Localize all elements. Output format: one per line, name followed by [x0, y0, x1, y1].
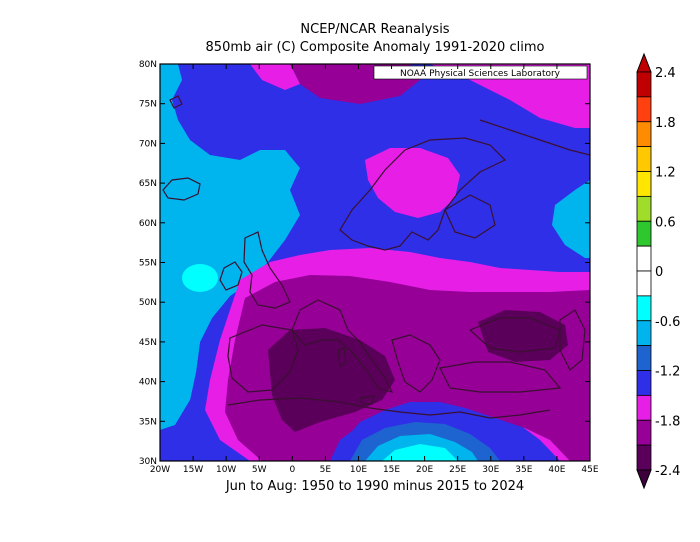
- colorbar-label: 2.4: [655, 66, 676, 81]
- lon-tick-label: 40E: [548, 465, 565, 475]
- lon-tick-label: 0: [289, 465, 295, 475]
- lon-tick-label: 20W: [150, 465, 170, 475]
- period-caption: Jun to Aug: 1950 to 1990 minus 2015 to 2…: [225, 479, 525, 494]
- lat-tick-label: 60N: [139, 219, 157, 229]
- lat-tick-label: 40N: [139, 378, 157, 388]
- colorbar-label: -1.2: [655, 365, 680, 380]
- credit-label: NOAA Physical Sciences Laboratory: [400, 69, 561, 79]
- chart-subtitle: 850mb air (C) Composite Anomaly 1991-202…: [205, 40, 545, 55]
- colorbar-label: 1.2: [655, 166, 676, 181]
- colorbar-segment: [636, 295, 652, 322]
- colorbar-segment: [636, 146, 652, 172]
- colorbar-segment: [636, 171, 652, 197]
- colorbar-segment: [636, 320, 652, 347]
- chart-title: NCEP/NCAR Reanalysis: [300, 22, 450, 37]
- lon-tick-label: 25E: [449, 465, 466, 475]
- colorbar-label: -0.6: [655, 315, 680, 330]
- colorbar-min-arrow: [636, 469, 652, 490]
- colorbar-segment: [636, 96, 652, 123]
- lat-tick-label: 65N: [139, 179, 157, 189]
- lat-tick-label: 45N: [139, 338, 157, 348]
- colorbar-segment: [636, 220, 652, 247]
- coastlines: [162, 95, 590, 419]
- lon-tick-label: 10E: [350, 465, 367, 475]
- colorbar-label: 0: [655, 265, 663, 280]
- colorbar-max-arrow: [636, 52, 652, 73]
- lon-tick-label: 15E: [383, 465, 400, 475]
- colorbar-label: 0.6: [655, 215, 676, 230]
- lon-tick-label: 45E: [581, 465, 598, 475]
- credit-box: [373, 65, 588, 80]
- lat-tick-label: 80N: [139, 60, 157, 70]
- lat-tick-label: 55N: [139, 259, 157, 269]
- colorbar: 2.4 1.8 1.2 0.6 0 -0.6 -1.2 -1.8 -2.4: [636, 52, 680, 490]
- colorbar-label: 1.8: [655, 116, 676, 131]
- lat-tick-label: 75N: [139, 100, 157, 110]
- colorbar-segment: [636, 444, 652, 471]
- colorbar-segment: [636, 245, 652, 272]
- colorbar-segment: [636, 270, 652, 297]
- lon-tick-label: 5W: [252, 465, 267, 475]
- colorbar-segment: [636, 345, 652, 371]
- colorbar-segment: [636, 195, 652, 222]
- lon-tick-label: 5E: [320, 465, 332, 475]
- colorbar-segment: [636, 370, 652, 396]
- lon-tick-label: 10W: [216, 465, 236, 475]
- lat-tick-label: 70N: [139, 139, 157, 149]
- anomaly-field: [160, 64, 590, 461]
- colorbar-label: -1.8: [655, 414, 680, 429]
- colorbar-segment: [636, 121, 652, 148]
- colorbar-segment: [636, 419, 652, 446]
- latitude-axis: 80N 75N 70N 65N 60N 55N 50N 45N 40N 35N 30N: [139, 60, 590, 467]
- colorbar-label: -2.4: [655, 464, 680, 479]
- lon-tick-label: 30E: [482, 465, 499, 475]
- colorbar-segment: [636, 71, 652, 98]
- lat-tick-label: 50N: [139, 298, 157, 308]
- lon-tick-label: 35E: [515, 465, 532, 475]
- colorbar-segment: [636, 394, 652, 421]
- longitude-axis: 20W 15W 10W 5W 0 5E 10E 15E 20E 25E 30E 35E 40E 45E: [150, 64, 599, 475]
- lat-tick-label: 30N: [139, 457, 157, 467]
- lat-tick-label: 35N: [139, 417, 157, 427]
- lon-tick-label: 15W: [183, 465, 203, 475]
- lon-tick-label: 20E: [416, 465, 433, 475]
